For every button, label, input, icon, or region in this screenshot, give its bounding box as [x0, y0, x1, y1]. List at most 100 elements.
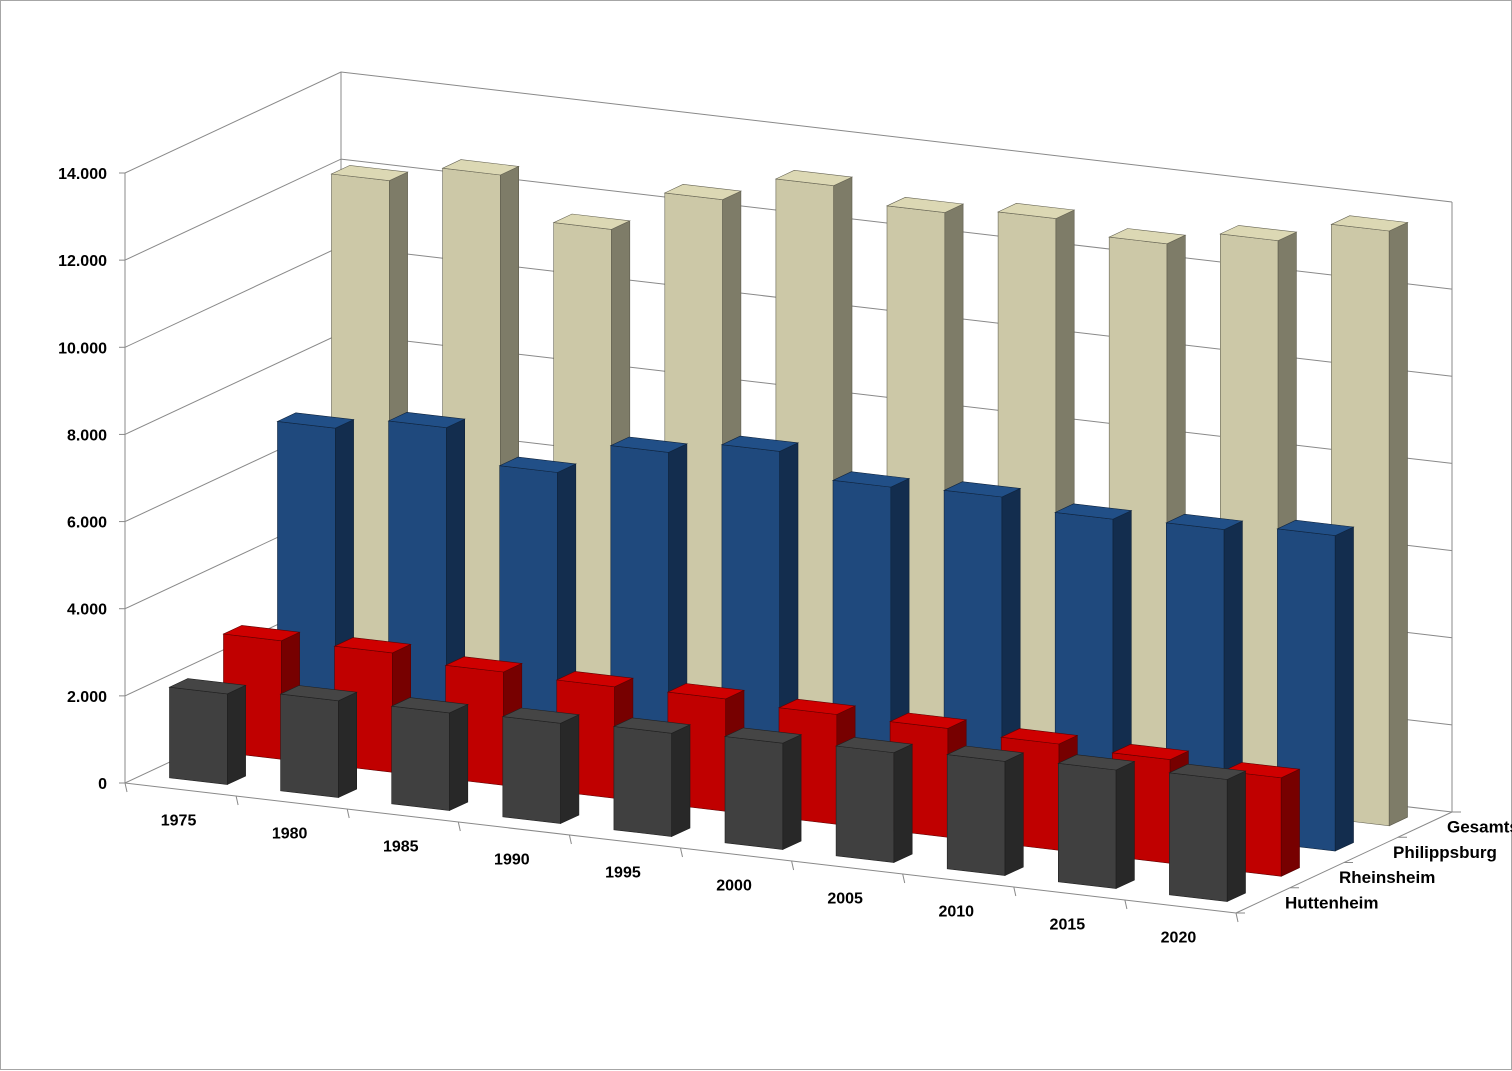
bar-top-face [1057, 754, 1136, 771]
bar-front-face [1169, 772, 1228, 902]
bar-side-face [1226, 770, 1246, 902]
bar-top-face [1330, 215, 1409, 232]
y-tick-label: 2.000 [67, 689, 107, 706]
bar-top-face [885, 196, 965, 213]
bar-top-face [1111, 743, 1190, 760]
bar-top-face [555, 671, 634, 688]
y-tick-label: 10.000 [58, 340, 107, 357]
y-tick-label: 4.000 [67, 602, 107, 619]
bar-side-face [338, 691, 358, 798]
y-tick-label: 12.000 [58, 253, 107, 270]
bar-side-face [1388, 222, 1408, 827]
bar-top-face [997, 202, 1076, 219]
bar-top-face [835, 737, 914, 754]
bar-top-face [720, 435, 800, 452]
x-tick-label: 1980 [272, 826, 308, 843]
bar-front-face [835, 745, 895, 863]
bar-front-face [391, 705, 450, 811]
bar-top-face [609, 436, 688, 453]
bar-top-face [1000, 728, 1079, 745]
bar-top-face [333, 637, 412, 654]
bar-top-face [387, 411, 466, 429]
bar-top-face [946, 745, 1025, 762]
x-axis-tick [124, 782, 128, 793]
bar-top-face [774, 169, 854, 187]
bar-top-face [330, 165, 409, 182]
x-axis-tick [680, 847, 683, 858]
bar-top-face [889, 712, 968, 729]
x-tick-label: 1975 [161, 813, 197, 830]
bar-top-face [441, 159, 520, 176]
bar-top-face [666, 683, 746, 700]
bar-front-face [502, 716, 561, 824]
bar-top-face [444, 656, 523, 673]
series-label: Rheinsheim [1339, 868, 1435, 887]
x-tick-label: 2015 [1050, 917, 1086, 934]
bar-top-face [1054, 503, 1133, 520]
bar-huttenheim-2005 [835, 737, 914, 863]
chart-bars [168, 159, 1409, 902]
bar-front-face [280, 693, 339, 798]
bar-huttenheim-2000 [723, 727, 803, 850]
bar-top-face [777, 698, 857, 715]
bar-huttenheim-2020 [1168, 763, 1247, 902]
x-axis-tick [791, 860, 795, 871]
bar-front-face [946, 754, 1006, 876]
bar-top-face [663, 183, 742, 201]
bar-huttenheim-1995 [612, 717, 692, 837]
bar-side-face [1004, 752, 1024, 876]
bar-front-face [724, 736, 784, 850]
bar-top-face [168, 678, 247, 695]
bar-huttenheim-1975 [168, 678, 247, 785]
bar-top-face [498, 456, 577, 473]
bar-huttenheim-1980 [279, 685, 358, 798]
bar-top-face [501, 707, 580, 724]
bar-front-face [1058, 762, 1117, 889]
bar-top-face [612, 717, 692, 734]
x-axis-tick [457, 821, 461, 832]
bar-side-face [671, 724, 691, 837]
bar-top-face [552, 213, 631, 230]
bar-top-face [1276, 519, 1355, 536]
x-axis-tick [902, 873, 906, 884]
x-axis-tick [1235, 912, 1239, 923]
bar-side-face [560, 714, 580, 824]
series-label: Huttenheim [1285, 893, 1379, 912]
bar-top-face [1168, 763, 1247, 780]
bar-top-face [723, 727, 803, 744]
x-axis-tick [568, 834, 572, 845]
bar-huttenheim-2010 [946, 745, 1025, 876]
bar-side-face [1280, 768, 1300, 877]
bar-side-face [1115, 760, 1135, 889]
bar-top-face [279, 685, 358, 702]
bar-top-face [390, 697, 469, 714]
series-label: Philippsburg [1393, 843, 1497, 862]
bar-front-face [169, 686, 228, 785]
x-tick-label: 1985 [383, 839, 419, 856]
y-tick-label: 14.000 [58, 166, 107, 183]
x-axis-tick [346, 808, 350, 819]
bar-top-face [222, 625, 301, 642]
bar-top-face [1222, 762, 1301, 779]
x-tick-label: 2000 [716, 878, 752, 895]
x-tick-label: 2005 [827, 891, 863, 908]
bar-front-face [613, 726, 673, 837]
bar-top-face [943, 481, 1022, 498]
bar-side-face [227, 684, 246, 785]
y-tick-label: 6.000 [67, 515, 107, 532]
x-tick-label: 1990 [494, 852, 530, 869]
bar-side-face [1334, 526, 1354, 852]
bar-side-face [449, 703, 469, 811]
bar-huttenheim-1990 [501, 707, 580, 824]
bar-top-face [276, 412, 355, 429]
bar-huttenheim-2015 [1057, 754, 1136, 889]
bar-top-face [1165, 513, 1244, 530]
y-tick-label: 0 [98, 776, 107, 793]
series-label: Gesamtstadt [1447, 818, 1512, 837]
x-axis-tick [1013, 886, 1017, 897]
bar-top-face [1108, 228, 1187, 245]
x-axis-tick [1124, 899, 1128, 910]
bar-huttenheim-1985 [390, 697, 469, 811]
